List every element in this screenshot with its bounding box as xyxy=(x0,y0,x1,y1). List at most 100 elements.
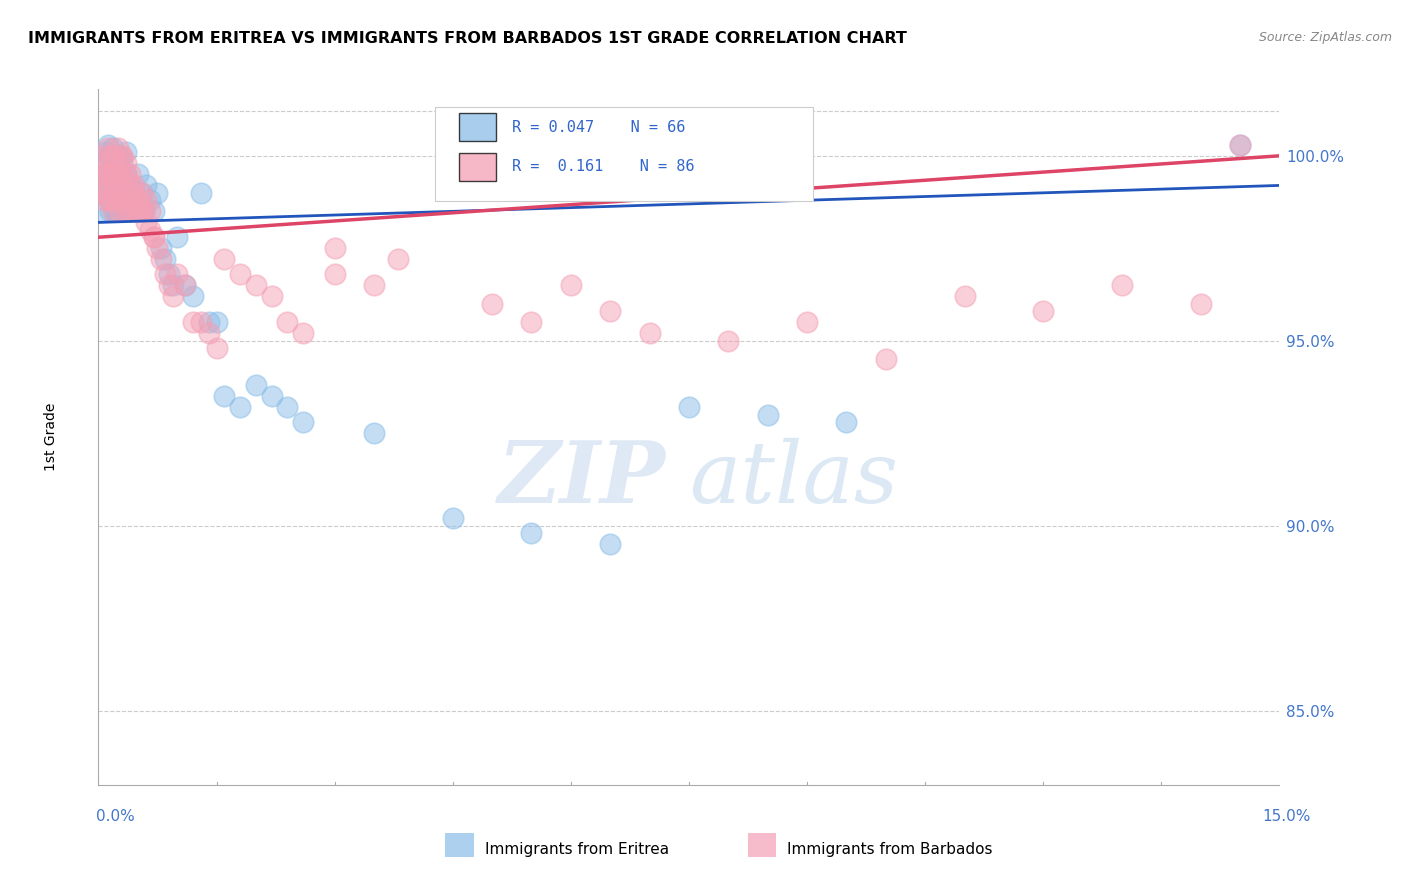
Point xyxy=(132,204,155,219)
Point xyxy=(97,167,120,181)
Point xyxy=(260,389,283,403)
Text: R = 0.047    N = 66: R = 0.047 N = 66 xyxy=(512,120,685,135)
Point xyxy=(91,186,114,200)
Point xyxy=(717,334,740,348)
Point xyxy=(107,141,129,155)
Point xyxy=(112,204,135,219)
Point xyxy=(260,289,283,303)
Point xyxy=(796,315,818,329)
Point xyxy=(97,193,120,207)
Point xyxy=(93,178,115,193)
Point xyxy=(107,193,129,207)
Point xyxy=(387,252,409,267)
Point xyxy=(1032,304,1054,318)
Point xyxy=(229,267,252,281)
Point xyxy=(108,204,131,219)
Point xyxy=(118,178,141,193)
Point xyxy=(105,204,128,219)
Point xyxy=(150,241,173,255)
Point xyxy=(115,204,138,219)
Point xyxy=(104,156,127,170)
Point xyxy=(122,186,145,200)
Point xyxy=(91,167,114,181)
Point xyxy=(146,186,169,200)
Point xyxy=(103,204,125,219)
Point xyxy=(107,186,129,200)
Point xyxy=(125,193,148,207)
Point xyxy=(135,193,157,207)
Point xyxy=(112,186,135,200)
Point xyxy=(121,204,143,219)
Point xyxy=(115,167,138,181)
Point xyxy=(599,304,621,318)
FancyBboxPatch shape xyxy=(458,113,496,141)
Point xyxy=(138,193,160,207)
Point xyxy=(98,167,121,181)
Point xyxy=(190,315,212,329)
Point xyxy=(97,141,120,155)
Point xyxy=(197,326,219,341)
Point xyxy=(97,186,120,200)
Point xyxy=(135,215,157,229)
Text: Immigrants from Eritrea: Immigrants from Eritrea xyxy=(485,842,669,856)
Point xyxy=(128,204,150,219)
Text: atlas: atlas xyxy=(689,437,898,520)
Point xyxy=(111,167,134,181)
Point xyxy=(110,149,132,163)
Point xyxy=(103,178,125,193)
Point xyxy=(97,137,120,152)
Point xyxy=(105,167,128,181)
Point xyxy=(245,278,267,293)
Point xyxy=(166,267,188,281)
Point xyxy=(103,167,125,181)
Point xyxy=(481,297,503,311)
Point xyxy=(122,178,145,193)
Point xyxy=(104,178,127,193)
Point xyxy=(101,204,124,219)
Point xyxy=(638,326,661,341)
Point xyxy=(96,186,118,200)
Point xyxy=(101,167,124,181)
Point xyxy=(142,230,165,244)
Point xyxy=(111,156,134,170)
Point xyxy=(132,204,155,219)
Text: IMMIGRANTS FROM ERITREA VS IMMIGRANTS FROM BARBADOS 1ST GRADE CORRELATION CHART: IMMIGRANTS FROM ERITREA VS IMMIGRANTS FR… xyxy=(28,31,907,46)
Point xyxy=(205,315,228,329)
Point xyxy=(292,326,315,341)
Point xyxy=(323,241,346,255)
Point xyxy=(875,352,897,367)
Point xyxy=(756,408,779,422)
Point xyxy=(107,156,129,170)
Point xyxy=(181,315,204,329)
Point xyxy=(131,204,153,219)
Point xyxy=(91,204,114,219)
Point xyxy=(127,167,149,181)
Point xyxy=(111,149,134,163)
Point xyxy=(323,267,346,281)
Point xyxy=(115,156,138,170)
Point xyxy=(229,401,252,415)
Point xyxy=(93,156,115,170)
Point xyxy=(1189,297,1212,311)
Point xyxy=(96,145,118,160)
Point xyxy=(98,178,121,193)
Point xyxy=(599,537,621,551)
Point xyxy=(1229,137,1251,152)
Text: 1st Grade: 1st Grade xyxy=(44,403,58,471)
Point xyxy=(214,389,236,403)
Point xyxy=(117,193,139,207)
Point xyxy=(142,204,165,219)
Point xyxy=(115,167,138,181)
Point xyxy=(174,278,197,293)
Point xyxy=(197,315,219,329)
Point xyxy=(93,193,115,207)
Point xyxy=(96,156,118,170)
Point xyxy=(138,204,160,219)
Point xyxy=(118,167,141,181)
Point xyxy=(560,278,582,293)
Point xyxy=(1111,278,1133,293)
Point xyxy=(104,149,127,163)
Point xyxy=(98,149,121,163)
Point xyxy=(276,401,298,415)
Point xyxy=(150,252,173,267)
